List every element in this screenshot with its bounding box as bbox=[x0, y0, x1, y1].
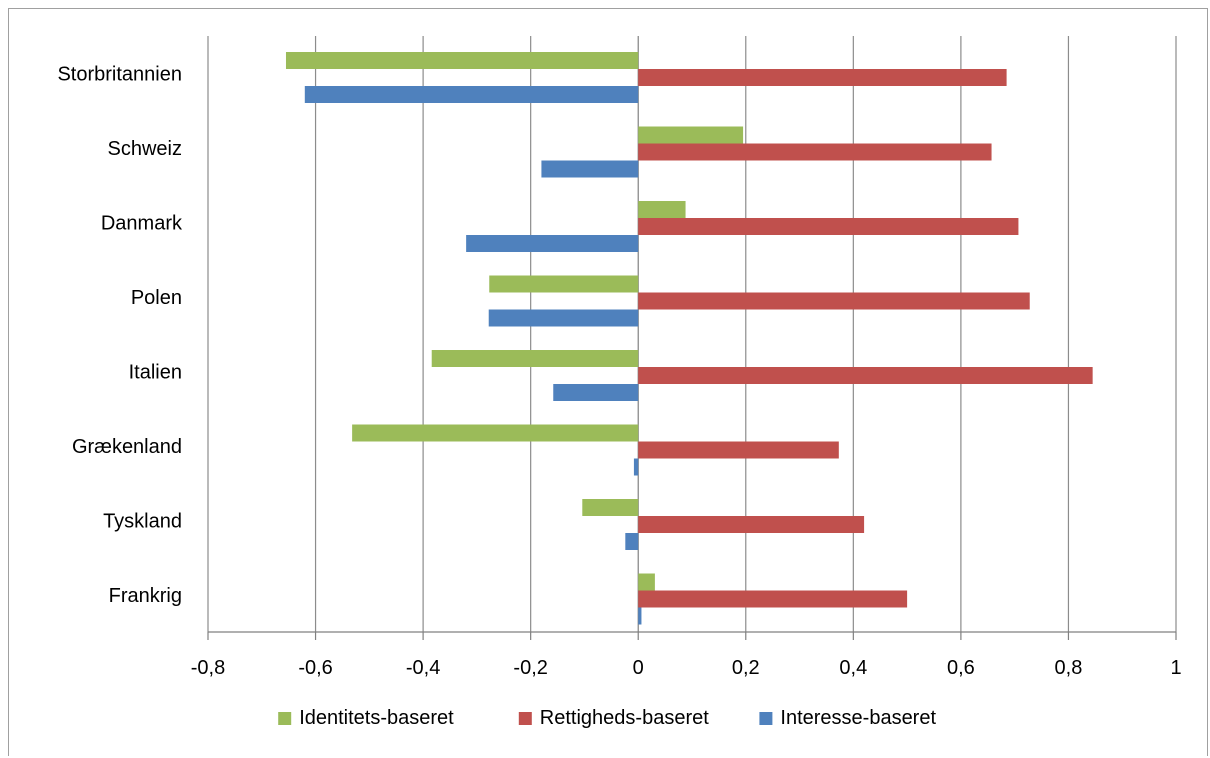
x-tick-label: -0,4 bbox=[406, 657, 440, 679]
bar-interesse-baseret-polen bbox=[488, 309, 639, 327]
bar-rettigheds-baseret-storbritannien bbox=[638, 69, 1007, 86]
category-label: Tyskland bbox=[103, 510, 182, 532]
bar-identitets-baseret-frankrig bbox=[638, 573, 655, 591]
bars bbox=[285, 52, 1093, 625]
x-tick-label: -0,8 bbox=[191, 657, 225, 679]
legend: Identitets-baseret Rettigheds-baseret Inte… bbox=[278, 707, 936, 729]
x-tick-label: -0,2 bbox=[513, 657, 547, 679]
bar-interesse-baseret-schweiz bbox=[541, 160, 639, 178]
bar-rettigheds-baseret-tyskland bbox=[638, 516, 865, 533]
bar-interesse-baseret-danmark bbox=[466, 235, 639, 252]
bar-identitets-baseret-polen bbox=[489, 275, 639, 293]
bar-rettigheds-baseret-frankrig bbox=[638, 590, 908, 608]
bar-rettigheds-baseret-grækenland bbox=[638, 441, 839, 459]
category-label: Schweiz bbox=[108, 138, 182, 160]
x-tick-label: 0 bbox=[633, 657, 644, 679]
bar-interesse-baseret-tyskland bbox=[625, 533, 639, 550]
bar-identitets-baseret-storbritannien bbox=[285, 52, 639, 69]
legend-swatch-identitets-baseret bbox=[278, 712, 292, 725]
legend-swatch-rettigheds-baseret bbox=[518, 712, 532, 725]
bar-interesse-baseret-frankrig bbox=[638, 607, 642, 625]
legend-swatch-interesse-baseret bbox=[759, 712, 773, 725]
legend-label: Interesse-baseret bbox=[780, 707, 936, 729]
x-tick-label: -0,6 bbox=[298, 657, 332, 679]
bar-interesse-baseret-storbritannien bbox=[304, 86, 639, 103]
bar-interesse-baseret-italien bbox=[553, 384, 639, 401]
bar-identitets-baseret-italien bbox=[431, 350, 639, 367]
bar-rettigheds-baseret-polen bbox=[638, 292, 1030, 310]
category-label: Grækenland bbox=[72, 436, 182, 458]
bar-rettigheds-baseret-danmark bbox=[638, 218, 1019, 235]
bar-identitets-baseret-grækenland bbox=[352, 424, 639, 442]
x-tick-label: 0,4 bbox=[839, 657, 867, 679]
category-label: Frankrig bbox=[109, 585, 182, 607]
gridlines bbox=[207, 36, 1177, 632]
bar-identitets-baseret-danmark bbox=[638, 201, 686, 218]
legend-label: Identitets-baseret bbox=[299, 707, 454, 729]
bar-rettigheds-baseret-italien bbox=[638, 367, 1093, 384]
category-labels: Storbritannien Schweiz Danmark Polen Italien… bbox=[57, 63, 183, 607]
category-label: Italien bbox=[129, 361, 182, 383]
bar-rettigheds-baseret-schweiz bbox=[638, 143, 992, 161]
x-tick-label: 0,2 bbox=[732, 657, 760, 679]
x-tick-label: 1 bbox=[1170, 657, 1181, 679]
category-label: Storbritannien bbox=[57, 63, 182, 85]
category-label: Danmark bbox=[101, 212, 183, 234]
legend-label: Rettigheds-baseret bbox=[540, 707, 709, 729]
chart-frame bbox=[8, 8, 1208, 756]
x-tick-label: 0,6 bbox=[947, 657, 975, 679]
bar-interesse-baseret-grækenland bbox=[633, 458, 639, 476]
bar-identitets-baseret-tyskland bbox=[582, 499, 639, 516]
x-tick-label: 0,8 bbox=[1055, 657, 1083, 679]
category-label: Polen bbox=[131, 287, 182, 309]
x-axis: -0,8 -0,6 -0,4 -0,2 0 0,2 0,4 0,6 0,8 1 bbox=[191, 631, 1182, 679]
bar-identitets-baseret-schweiz bbox=[638, 126, 744, 144]
